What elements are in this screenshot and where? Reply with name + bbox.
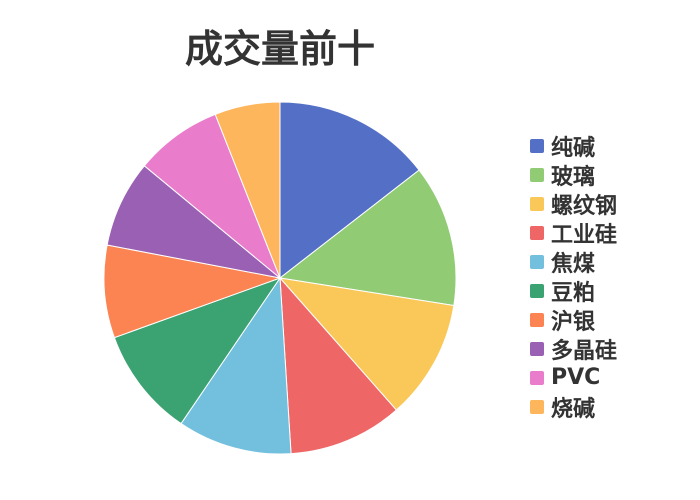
pie-slice-9[interactable] — [214, 101, 281, 279]
legend-item-2[interactable]: 螺纹钢 — [530, 189, 618, 219]
legend-item-7[interactable]: 多晶硅 — [530, 334, 618, 364]
legend-label: 纯碱 — [551, 135, 596, 161]
legend: 纯碱玻璃螺纹钢工业硅焦煤豆粕沪银多晶硅 PVC 烧碱 — [530, 131, 618, 422]
legend-label: 工业硅 — [551, 222, 618, 248]
legend-label: PVC — [551, 365, 601, 390]
legend-swatch — [530, 370, 544, 385]
legend-swatch — [530, 196, 544, 211]
pie-slice-5[interactable] — [113, 277, 282, 425]
legend-label: 沪银 — [551, 309, 596, 335]
legend-item-3[interactable]: 工业硅 — [530, 218, 618, 248]
chart-title: 成交量前十 — [184, 27, 375, 71]
legend-swatch — [530, 341, 544, 356]
legend-label: 焦煤 — [551, 251, 596, 277]
pie-slice-7[interactable] — [106, 165, 281, 279]
legend-swatch — [530, 167, 544, 182]
pie-slice-3[interactable] — [279, 276, 398, 455]
legend-swatch — [530, 254, 544, 269]
legend-label: 螺纹钢 — [551, 193, 618, 219]
legend-item-1[interactable]: 玻璃 — [530, 160, 617, 190]
legend-label: 豆粕 — [551, 280, 596, 306]
pie-slice-0[interactable] — [279, 101, 420, 280]
legend-swatch — [530, 399, 544, 414]
legend-swatch — [530, 283, 544, 298]
legend-swatch — [530, 225, 544, 240]
pie-slices — [103, 101, 457, 455]
legend-item-5[interactable]: 豆粕 — [530, 276, 617, 306]
legend-item-6[interactable]: 沪银 — [530, 305, 617, 335]
legend-item-9[interactable]: 烧碱 — [530, 392, 617, 422]
legend-label: 烧碱 — [551, 396, 596, 422]
legend-item-0[interactable]: 纯碱 — [530, 131, 617, 161]
pie-slice-6[interactable] — [103, 244, 282, 339]
legend-item-4[interactable]: 焦煤 — [530, 247, 617, 277]
pie-slice-2[interactable] — [278, 277, 455, 411]
legend-label: 玻璃 — [551, 164, 596, 190]
legend-item-8[interactable]: PVC — [530, 363, 617, 392]
pie-slice-8[interactable] — [143, 113, 281, 279]
legend-swatch — [530, 312, 544, 327]
pie-slice-4[interactable] — [180, 276, 292, 455]
legend-swatch — [530, 138, 544, 153]
pie-slice-1[interactable] — [278, 169, 457, 307]
legend-label: 多晶硅 — [551, 338, 618, 364]
